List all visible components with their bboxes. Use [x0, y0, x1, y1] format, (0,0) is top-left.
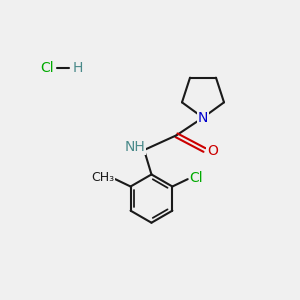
Text: H: H: [73, 61, 83, 75]
Text: Cl: Cl: [40, 61, 54, 75]
Text: N: N: [198, 111, 208, 124]
Text: O: O: [207, 145, 218, 158]
Text: Cl: Cl: [190, 171, 203, 185]
Text: NH: NH: [124, 140, 145, 154]
Text: CH₃: CH₃: [91, 171, 114, 184]
